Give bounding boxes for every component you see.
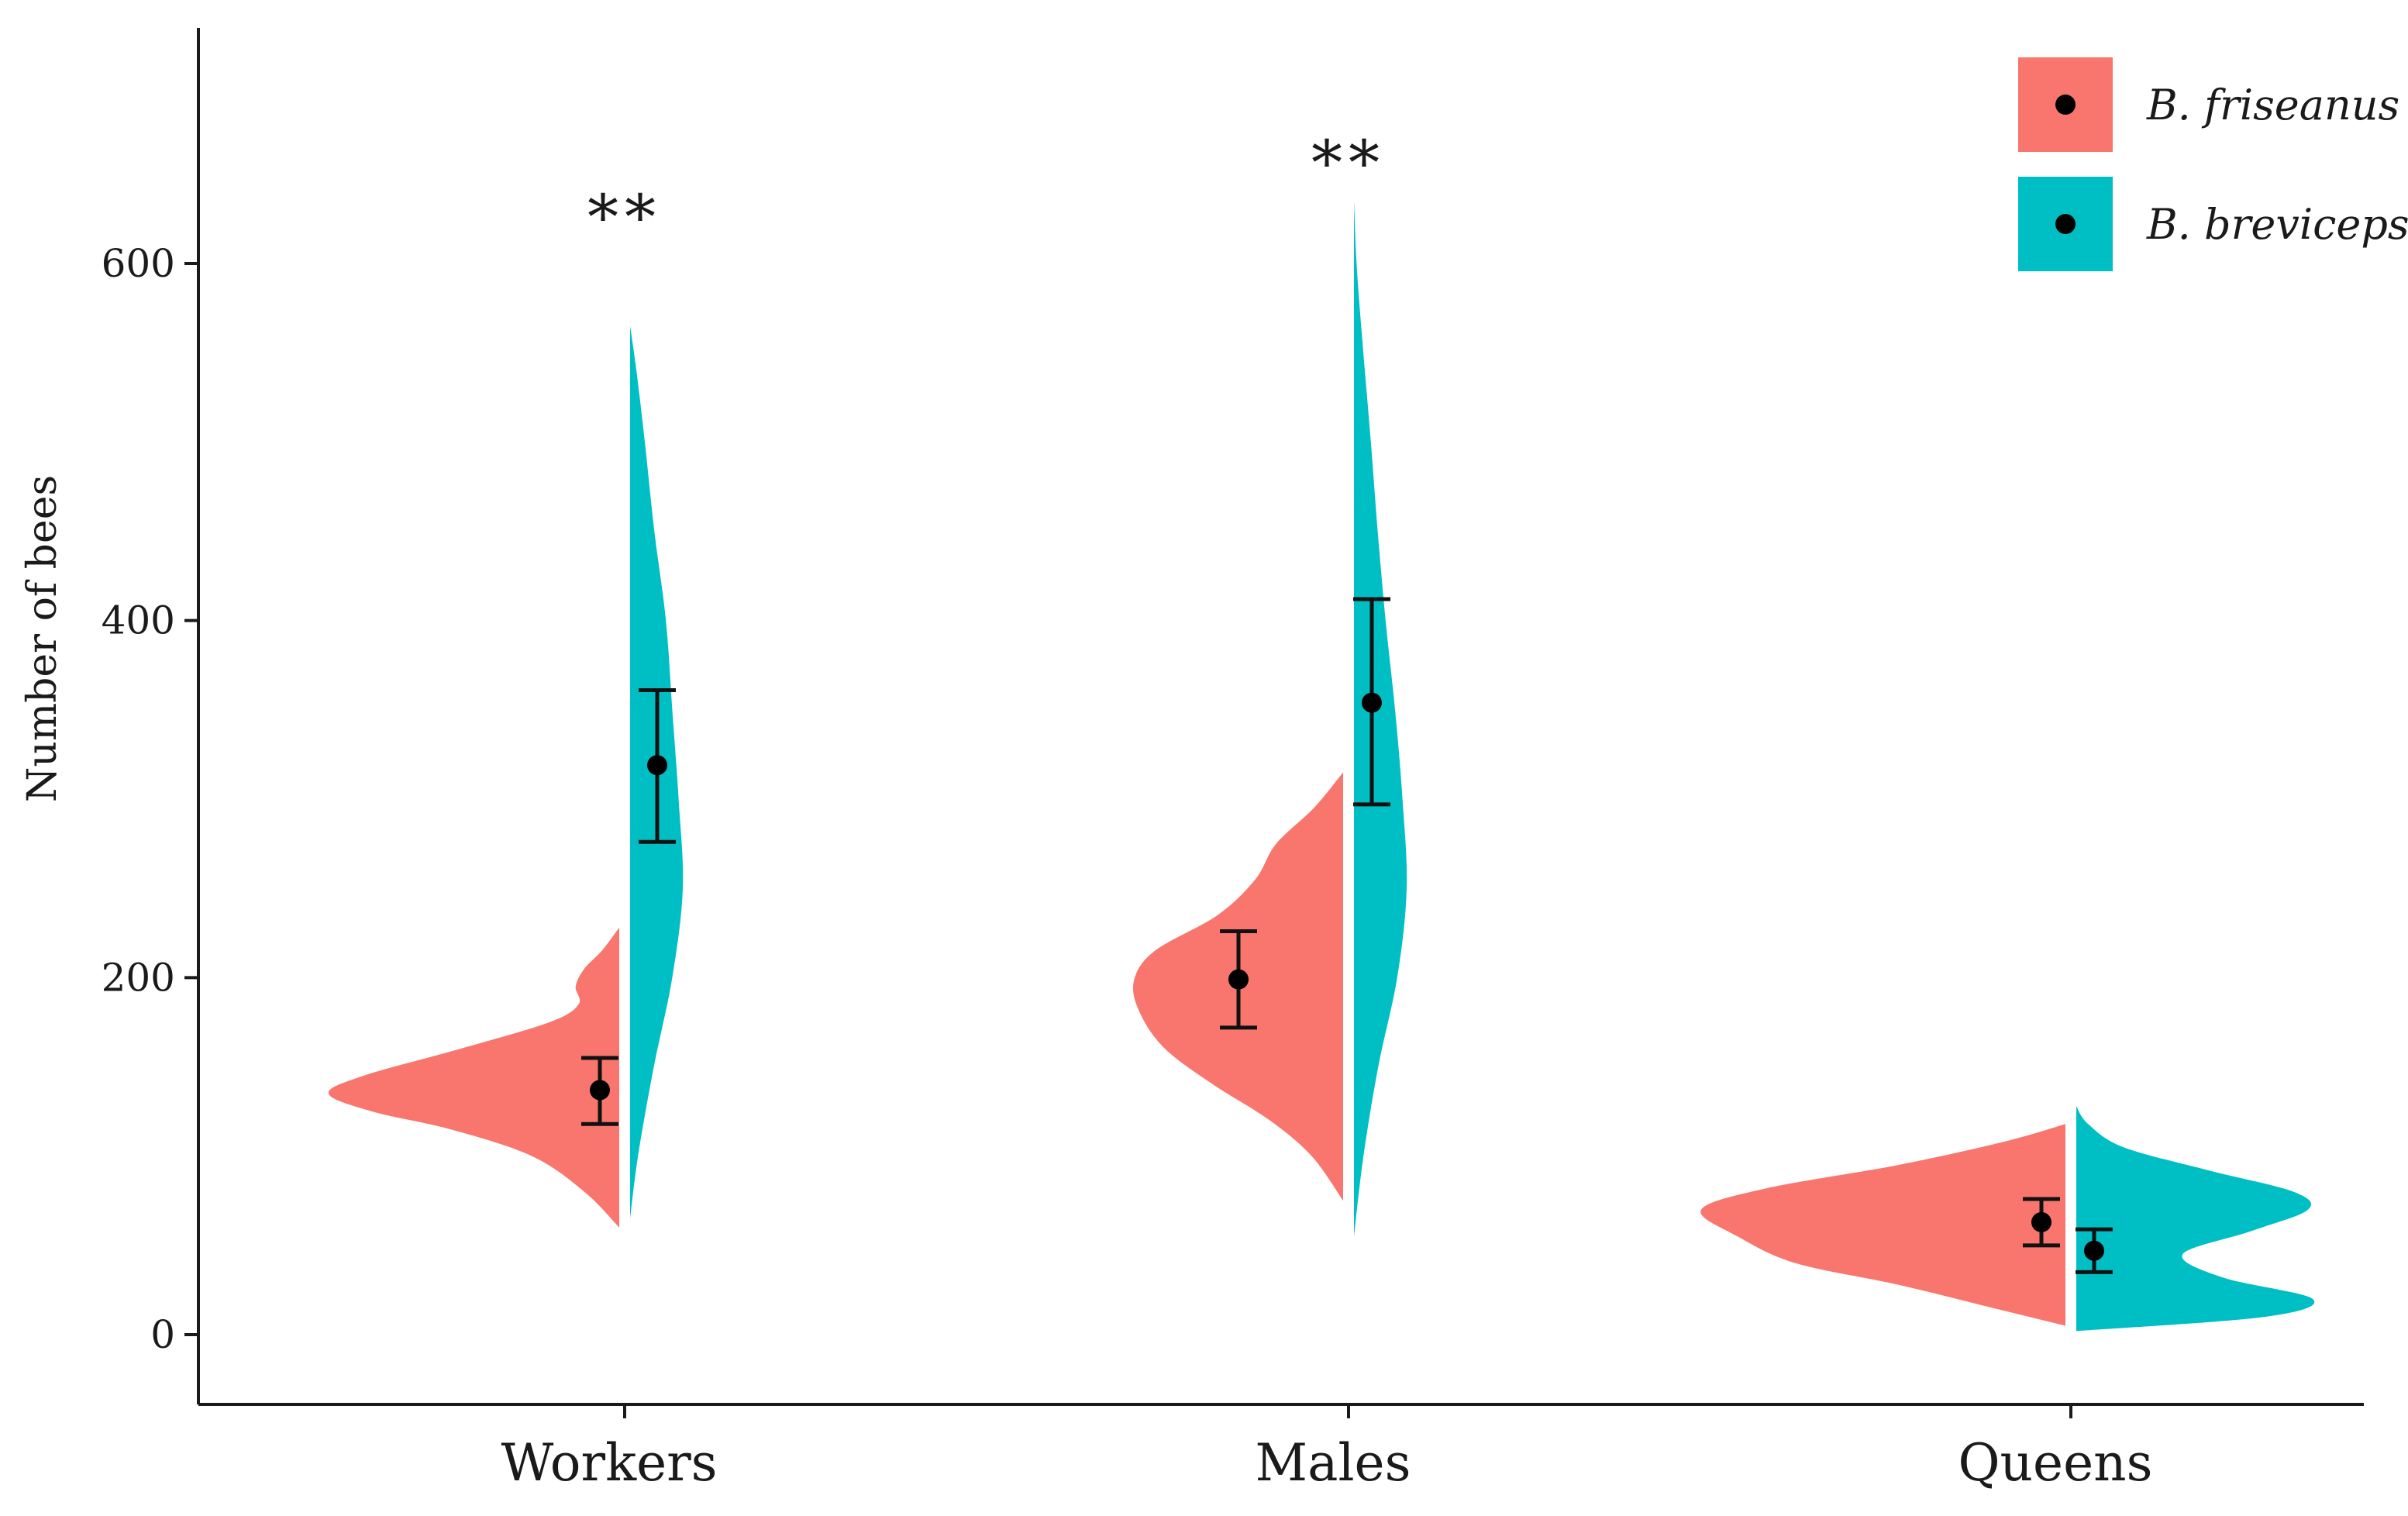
errorbar-layer — [581, 597, 2113, 1274]
y-tick-label: 600 — [102, 241, 175, 286]
y-tick-label: 0 — [150, 1312, 175, 1357]
x-tick-label: Males — [1256, 1433, 1411, 1493]
y-tick-label: 200 — [102, 955, 175, 1000]
significance-label-workers: ** — [587, 181, 662, 253]
violin-workers-b-friseanus — [328, 927, 619, 1228]
mean-point-males-b-breviceps — [1362, 692, 1382, 713]
y-tick-label: 400 — [102, 598, 175, 643]
legend-label-b-friseanus: B. friseanus — [2146, 81, 2399, 129]
mean-point-workers-b-friseanus — [590, 1080, 610, 1101]
y-axis-title: Number of bees — [19, 475, 66, 802]
violin-layer — [328, 201, 2315, 1332]
legend-label-b-breviceps: B. breviceps — [2146, 200, 2408, 249]
violin-queens-b-friseanus — [1700, 1124, 2065, 1326]
axes-layer — [184, 28, 2364, 1418]
text-layer: 0 200 400 600 Workers Males Queens Number of be… — [19, 127, 2153, 1493]
violin-males-b-breviceps — [1354, 201, 1407, 1237]
legend-dot-b-breviceps — [2055, 214, 2076, 234]
x-tick-label: Queens — [1958, 1433, 2152, 1493]
mean-point-queens-b-friseanus — [2031, 1211, 2051, 1232]
significance-label-males: ** — [1311, 127, 1386, 199]
legend: B. friseanus B. breviceps — [2018, 57, 2408, 271]
mean-point-males-b-friseanus — [1228, 969, 1249, 990]
legend-dot-b-friseanus — [2055, 95, 2076, 115]
x-tick-label: Workers — [501, 1433, 717, 1493]
violin-queens-b-breviceps — [2076, 1106, 2315, 1332]
mean-point-workers-b-breviceps — [647, 755, 667, 776]
mean-point-queens-b-breviceps — [2084, 1240, 2104, 1261]
